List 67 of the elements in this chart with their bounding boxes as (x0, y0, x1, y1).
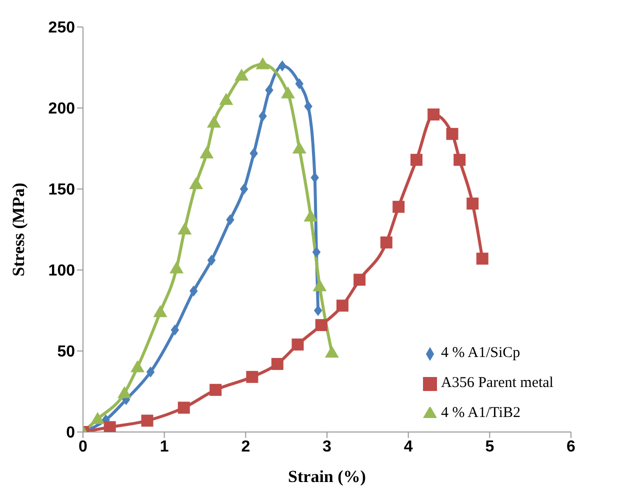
point (304, 210, 318, 222)
x-tick-label: 0 (78, 438, 88, 456)
point (278, 60, 286, 72)
point (234, 68, 249, 81)
point (392, 200, 405, 213)
y-axis-title: Stress (MPa) (9, 182, 28, 276)
y-tick-label: 200 (48, 100, 76, 118)
point (207, 254, 216, 266)
x-tick-label: 4 (404, 438, 413, 456)
point (104, 421, 116, 432)
legend-label: 4 % A1/TiB2 (441, 405, 520, 421)
x-tick-label: 2 (241, 438, 250, 456)
x-axis-title: Strain (%) (288, 467, 366, 486)
point (466, 198, 479, 210)
y-tick-label: 100 (48, 262, 76, 280)
point (336, 300, 348, 312)
y-tick-label: 150 (48, 182, 76, 199)
point (446, 128, 458, 140)
point (146, 366, 155, 378)
point (380, 236, 392, 248)
legend-label: 4 % A1/SiCp (441, 345, 520, 361)
point (117, 386, 132, 398)
point (200, 146, 214, 158)
point (90, 412, 105, 424)
point (153, 305, 168, 318)
point (258, 110, 267, 122)
point (170, 261, 184, 274)
point (130, 360, 144, 372)
point (314, 305, 322, 316)
point (178, 402, 190, 414)
point (206, 116, 221, 128)
point (170, 324, 180, 336)
point (428, 108, 440, 120)
point (324, 346, 339, 358)
point (292, 338, 304, 351)
point (141, 414, 154, 427)
point (250, 148, 258, 159)
point (246, 370, 258, 383)
point (315, 319, 328, 332)
y-tick-label: 250 (48, 20, 76, 37)
x-tick-label: 3 (322, 438, 332, 456)
point (226, 214, 234, 226)
point (295, 78, 304, 90)
point (189, 177, 204, 190)
point (312, 246, 321, 258)
point (410, 154, 422, 166)
point (312, 279, 327, 292)
point (271, 358, 284, 370)
y-tick-label: 50 (57, 344, 76, 361)
x-tick-label: 5 (485, 438, 494, 456)
point (292, 142, 306, 154)
legend-label: A356 Parent metal (441, 375, 554, 391)
point (265, 84, 274, 96)
point (189, 286, 198, 297)
point (280, 86, 295, 98)
point (240, 184, 248, 194)
point (178, 222, 192, 234)
point (210, 384, 222, 396)
x-tick-label: 1 (160, 438, 169, 456)
y-tick-label: 0 (66, 424, 76, 442)
point (354, 274, 366, 286)
point (256, 57, 270, 70)
point (304, 100, 312, 112)
x-tick-label: 6 (566, 438, 576, 456)
point (476, 252, 488, 265)
point (454, 154, 466, 166)
point (219, 92, 234, 105)
